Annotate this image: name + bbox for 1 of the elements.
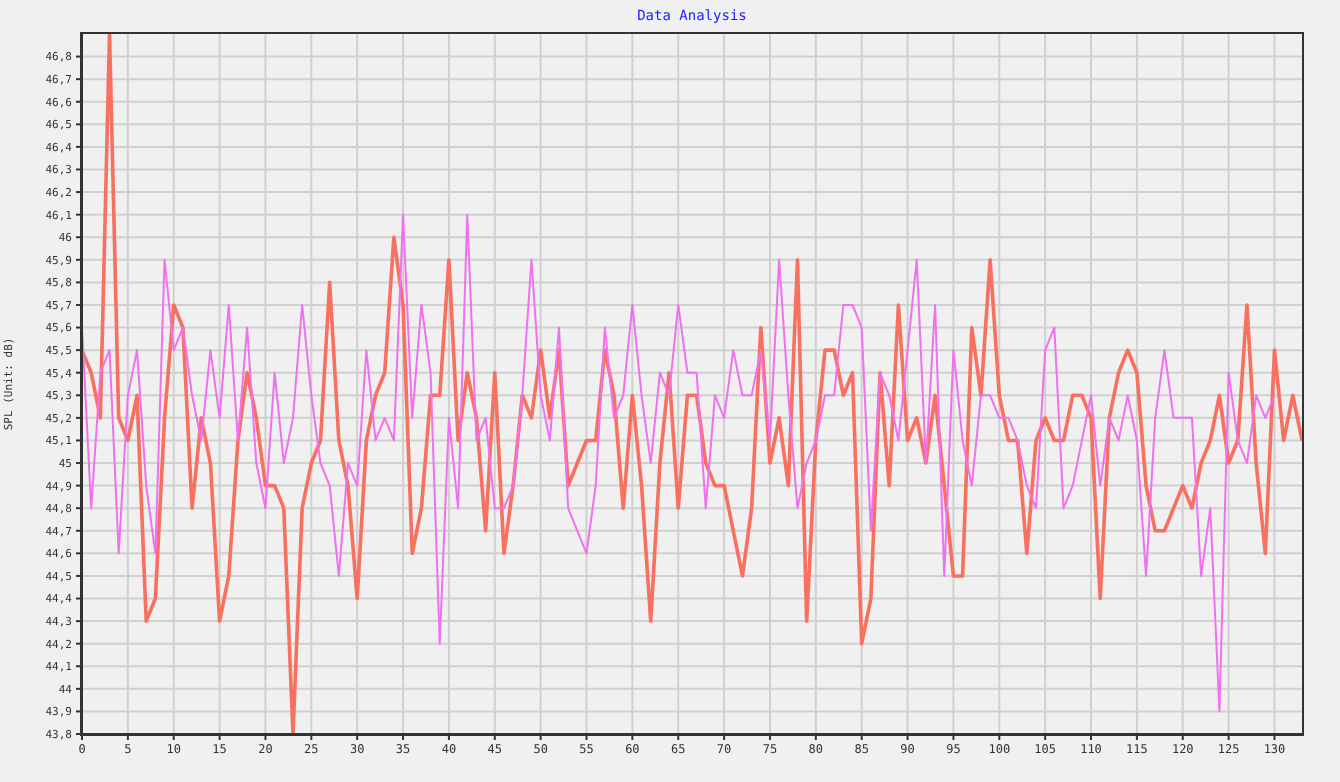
- line-series: [82, 213, 1276, 713]
